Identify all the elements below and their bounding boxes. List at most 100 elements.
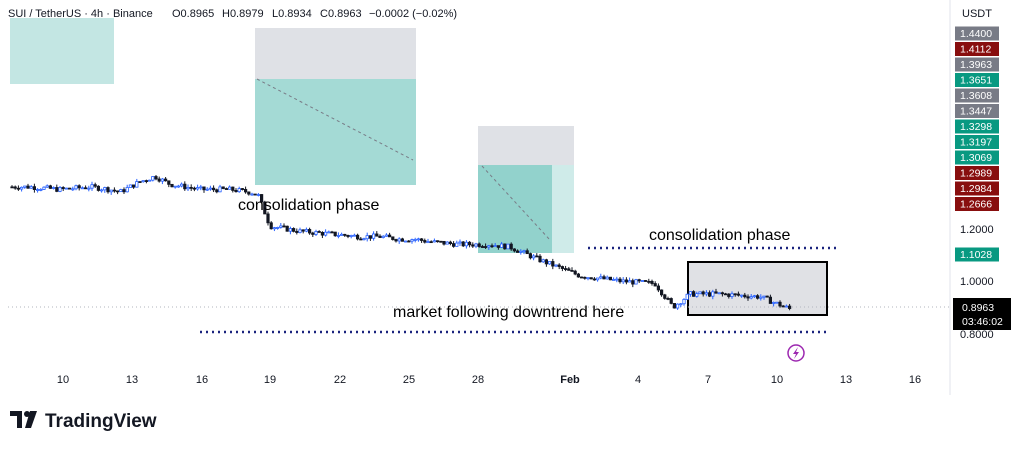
consolidation-box[interactable] <box>687 261 828 316</box>
candle-body <box>269 222 273 230</box>
candle-body <box>179 183 184 187</box>
candle-body <box>688 291 693 295</box>
x-tick-label: 10 <box>771 374 783 386</box>
candle-body <box>442 240 446 245</box>
candle-body <box>384 234 389 237</box>
candle-body <box>352 234 357 237</box>
x-tick-label: 19 <box>264 374 276 386</box>
candle-body <box>419 238 424 241</box>
candle-body <box>176 185 180 188</box>
candle-body <box>403 240 408 243</box>
candle-body <box>775 301 779 304</box>
candle-body <box>682 299 686 305</box>
candle-body <box>237 188 241 193</box>
symbol-title[interactable]: SUI / TetherUS · 4h · Binance <box>8 8 153 20</box>
candle-body <box>586 277 590 280</box>
candle-body <box>391 236 395 240</box>
candle-body <box>522 250 526 253</box>
candle-body <box>589 277 593 280</box>
candle-body <box>711 291 715 297</box>
candle-body <box>496 245 501 248</box>
candle-body <box>483 246 488 248</box>
price-label-bg <box>955 135 999 149</box>
candle-body <box>256 194 261 196</box>
ohlc-close: C0.8963 <box>320 8 362 20</box>
price-label: 1.3651 <box>960 75 992 87</box>
candle-body <box>740 294 744 297</box>
candle-body <box>564 268 568 270</box>
candle-body <box>679 303 683 306</box>
candle-body <box>311 232 315 235</box>
price-label: 1.4112 <box>960 44 991 56</box>
candle-body <box>528 253 533 259</box>
candle-body <box>746 296 750 299</box>
lightning-icon[interactable] <box>787 344 805 362</box>
candle-body <box>765 295 769 298</box>
candle-body <box>195 187 200 190</box>
current-price-badge <box>953 298 1011 330</box>
candle-body <box>355 234 360 240</box>
price-label-bg <box>955 247 999 262</box>
candle-body <box>173 185 177 188</box>
candle-body <box>570 270 574 272</box>
candle-body <box>247 191 251 195</box>
candle-body <box>266 213 270 224</box>
candle-body <box>467 241 472 246</box>
candle-body <box>387 234 392 238</box>
candle-body <box>64 187 68 190</box>
candle-body <box>259 194 264 203</box>
x-tick-label: 13 <box>840 374 852 386</box>
candle-body <box>346 235 350 237</box>
candle-body <box>464 241 469 247</box>
price-label-bg <box>955 119 999 134</box>
candle-body <box>660 289 664 296</box>
candle-body <box>84 187 88 190</box>
candle-body <box>429 241 433 244</box>
candle-body <box>362 238 366 241</box>
price-label-bg <box>955 57 999 72</box>
candle-body <box>724 293 728 296</box>
candle-body <box>211 187 216 191</box>
candle-body <box>784 305 789 308</box>
candle-body <box>189 186 193 189</box>
candle-body <box>548 261 552 265</box>
price-series[interactable] <box>10 175 792 311</box>
candle-body <box>509 243 513 250</box>
candle-body <box>112 189 116 192</box>
y-tick-0-8: 0.8000 <box>960 329 994 341</box>
candle-body <box>471 244 475 247</box>
candle-body <box>227 186 232 190</box>
candle-body <box>416 238 421 241</box>
candle-body <box>90 184 94 189</box>
candle-body <box>39 189 43 191</box>
candle-body <box>439 240 443 243</box>
candle-body <box>599 276 603 279</box>
candle-body <box>365 235 369 240</box>
brand-name: TradingView <box>45 411 157 432</box>
candle-body <box>48 185 53 189</box>
price-label: 1.3197 <box>960 137 992 149</box>
candle-body <box>605 276 609 280</box>
candle-body <box>477 243 481 247</box>
candle-body <box>42 186 46 190</box>
candle-body <box>336 235 341 237</box>
price-label-bg <box>955 166 999 180</box>
candle-body <box>455 242 459 247</box>
candle-body <box>435 240 440 243</box>
candle-body <box>327 231 331 234</box>
price-label: 1.4400 <box>960 28 992 40</box>
candle-body <box>320 232 325 236</box>
candle-body <box>186 186 190 190</box>
candle-body <box>480 246 485 248</box>
candle-body <box>368 235 373 239</box>
candle-body <box>192 187 196 190</box>
candle-body <box>295 230 299 233</box>
candle-body <box>45 185 49 188</box>
ohlc-low: L0.8934 <box>272 8 312 20</box>
candle-body <box>394 239 398 242</box>
candle-body <box>720 292 725 295</box>
time-axis[interactable]: 10 13 16 19 22 25 28 Feb 4 7 10 13 16 <box>57 374 921 386</box>
ohlc-change: −0.0002 (−0.02%) <box>369 8 457 20</box>
candle-body <box>474 243 478 247</box>
